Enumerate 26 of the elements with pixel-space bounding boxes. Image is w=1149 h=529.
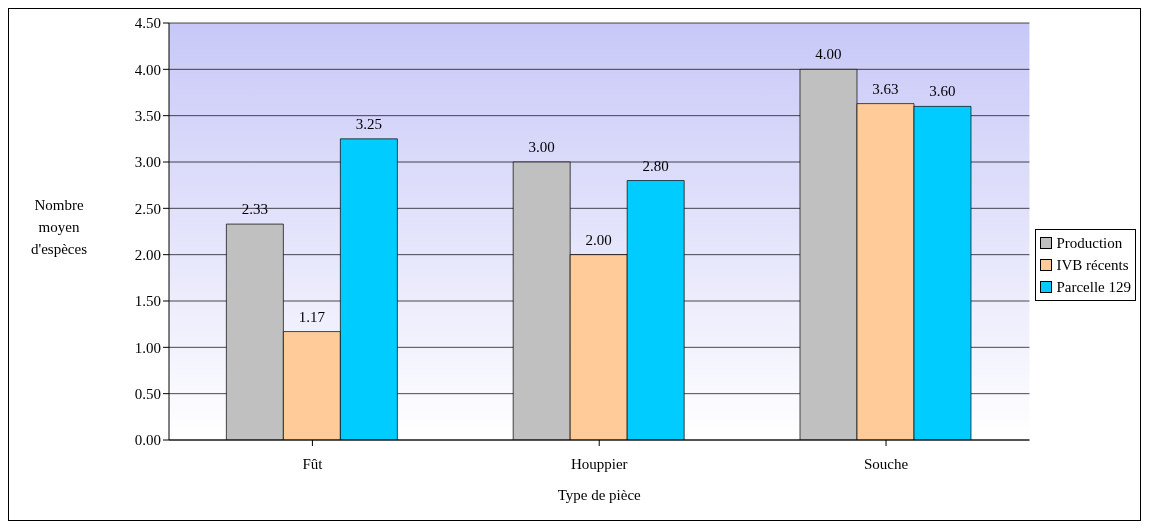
legend-label: Parcelle 129 — [1056, 277, 1131, 297]
y-tick-label: 3.50 — [134, 107, 161, 124]
data-label: 4.00 — [815, 46, 842, 63]
legend-label: Production — [1056, 233, 1123, 253]
y-tick-label: 1.00 — [134, 339, 161, 356]
data-label: 3.60 — [929, 83, 956, 100]
x-tick-label: Houppier — [570, 455, 628, 472]
data-label: 2.00 — [585, 231, 612, 248]
data-label: 3.25 — [355, 115, 382, 132]
y-tick-label: 1.50 — [134, 293, 161, 310]
data-label: 3.00 — [528, 139, 555, 155]
y-axis-title: Nombre moyen d'espèces — [30, 196, 88, 257]
y-tick-label: 2.50 — [134, 200, 161, 217]
x-axis-title: Type de pièce — [557, 487, 642, 503]
y-tick-label: 0.00 — [134, 432, 161, 449]
data-label: 3.63 — [872, 80, 899, 97]
legend-label: IVB récents — [1056, 255, 1129, 275]
x-tick-label: Fût — [302, 455, 324, 472]
y-tick-label: 2.00 — [134, 246, 161, 263]
y-tick-label: 0.50 — [134, 385, 161, 402]
data-label: 1.17 — [298, 308, 326, 325]
data-label: 2.80 — [642, 157, 669, 174]
y-tick-label: 4.00 — [134, 61, 161, 78]
x-tick-label: Souche — [863, 455, 909, 472]
y-tick-label: 3.00 — [134, 154, 161, 171]
y-tick-label: 4.50 — [134, 15, 161, 32]
